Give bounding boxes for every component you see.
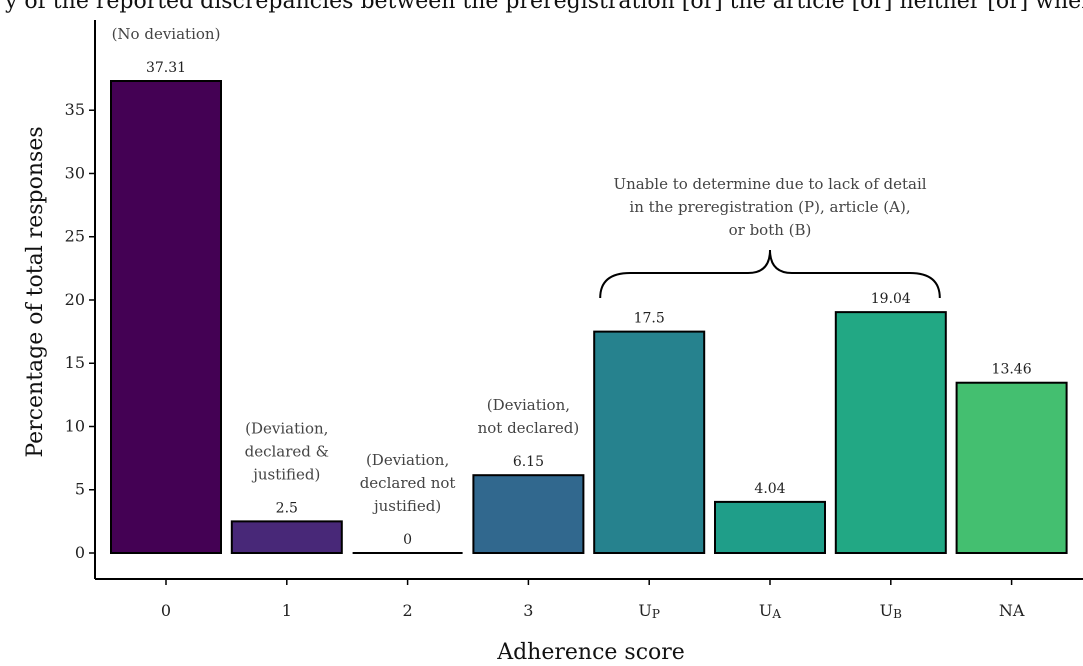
annotation-text: justified) [251, 465, 320, 483]
annotation-text: declared not [360, 474, 456, 492]
value-label: 0 [403, 532, 412, 548]
bars [110, 80, 1068, 555]
value-label: 37.31 [146, 60, 186, 76]
x-tick-label: UP [638, 601, 660, 621]
y-tick-label: 5 [75, 480, 85, 499]
annotation-text: (Deviation, [245, 419, 328, 437]
annotation-text: not declared) [478, 419, 580, 437]
annotation-text: (No deviation) [112, 25, 221, 43]
y-tick-label: 25 [65, 227, 85, 246]
value-label: 17.5 [634, 311, 665, 327]
x-tick-label: 3 [523, 601, 533, 620]
x-tick-label: 1 [282, 601, 292, 620]
y-tick-label: 30 [65, 163, 85, 182]
y-tick-label: 15 [65, 353, 85, 372]
value-label: 4.04 [754, 481, 785, 497]
x-tick-label: NA [999, 601, 1025, 620]
curly-brace [599, 249, 941, 299]
brace-annotation-text: in the preregistration (P), article (A), [629, 198, 910, 216]
brace-annotation: Unable to determine due to lack of detai… [599, 175, 941, 299]
value-label: 19.04 [871, 291, 911, 307]
value-label: 2.5 [276, 500, 298, 516]
bar [230, 520, 343, 555]
annotations: (No deviation) (Deviation, declared & justi… [112, 25, 580, 515]
annotation-text: declared & [245, 442, 329, 460]
y-tick-label: 35 [65, 100, 85, 119]
x-axis-title: Adherence score [496, 640, 685, 665]
x-tick-label: 2 [403, 601, 413, 620]
y-tick-label: 20 [65, 290, 85, 309]
bar [714, 500, 826, 554]
annotation-text: (Deviation, [366, 451, 449, 469]
value-label: 6.15 [513, 454, 544, 470]
bar [834, 311, 947, 554]
y-axis-title: Percentage of total responses [23, 126, 48, 457]
top-cropped-text: y of the reported discrepancies between … [4, 0, 1083, 14]
annotation-text: justified) [372, 497, 441, 515]
y-tick-label: 0 [75, 543, 85, 562]
annotation-text: (Deviation, [487, 396, 570, 414]
brace-annotation-text: or both (B) [729, 221, 812, 239]
x-tick-label: UB [880, 601, 902, 621]
x-tick-label: UA [759, 601, 781, 621]
y-axis: 0 5 10 15 20 25 30 35 [65, 20, 96, 579]
bar [955, 381, 1068, 554]
x-axis: 0 1 2 3 UP UA UB NA [95, 578, 1083, 621]
brace-annotation-text: Unable to determine due to lack of detai… [613, 175, 926, 193]
bar [472, 474, 585, 555]
bar [593, 330, 706, 554]
bar [110, 80, 222, 554]
value-labels: 37.31 2.5 0 6.15 17.5 4.04 19.04 13.46 [146, 60, 1032, 548]
y-tick-label: 10 [65, 416, 85, 435]
x-tick-label: 0 [161, 601, 171, 620]
value-label: 13.46 [992, 362, 1032, 378]
